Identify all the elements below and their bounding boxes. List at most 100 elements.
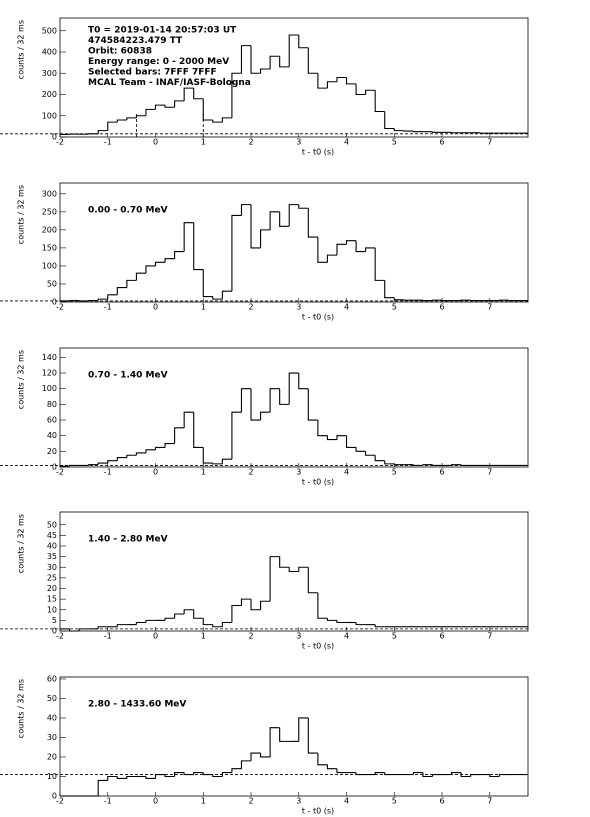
annotation: Orbit: 60838 bbox=[88, 47, 152, 57]
histogram-bin bbox=[298, 373, 309, 390]
x-tick-label: 1 bbox=[201, 468, 206, 477]
histogram-bin bbox=[145, 265, 156, 274]
y-tick-label: 15 bbox=[47, 595, 57, 604]
histogram-bin bbox=[260, 229, 271, 248]
x-tick-label: 6 bbox=[439, 138, 444, 147]
histogram-bin bbox=[489, 774, 500, 778]
histogram-bin bbox=[412, 131, 423, 133]
histogram-bin bbox=[336, 243, 347, 256]
histogram-bin bbox=[202, 772, 213, 776]
y-axis-label: counts / 32 ms bbox=[17, 679, 26, 738]
histogram-bin bbox=[231, 604, 242, 623]
histogram-bin bbox=[317, 73, 328, 89]
histogram-bin bbox=[221, 621, 232, 627]
plot-frame bbox=[59, 347, 529, 468]
y-tick-label: 20 bbox=[47, 752, 57, 761]
annotation: 1.40 - 2.80 MeV bbox=[88, 535, 168, 545]
histogram-bin bbox=[393, 128, 404, 132]
x-tick-label: 5 bbox=[392, 138, 397, 147]
x-axis-label: t - t0 (s) bbox=[302, 642, 334, 651]
y-tick-label: 300 bbox=[42, 189, 57, 198]
x-tick-label: 4 bbox=[344, 303, 349, 312]
annotation: 2.80 - 1433.60 MeV bbox=[88, 700, 186, 710]
histogram-bin bbox=[260, 753, 271, 758]
histogram-bin bbox=[345, 435, 357, 448]
annotation: T0 = 2019-01-14 20:57:03 UT bbox=[88, 26, 237, 36]
x-tick-label: 6 bbox=[439, 468, 444, 477]
histogram-bin bbox=[88, 464, 99, 466]
histogram-bin bbox=[393, 463, 404, 466]
y-tick-label: 140 bbox=[42, 353, 57, 362]
histogram-bin bbox=[326, 81, 337, 89]
y-tick-label: 150 bbox=[42, 243, 57, 252]
histogram-bin bbox=[193, 88, 204, 100]
histogram-bin bbox=[317, 237, 328, 263]
x-tick-label: 5 bbox=[392, 797, 397, 806]
y-tick-label: 10 bbox=[47, 772, 57, 781]
x-tick-label: 3 bbox=[296, 632, 301, 641]
y-tick-label: 10 bbox=[47, 605, 57, 614]
histogram-bin bbox=[240, 598, 252, 606]
histogram-bin bbox=[193, 412, 204, 448]
x-tick-label: -2 bbox=[56, 468, 64, 477]
histogram-bin bbox=[422, 464, 433, 466]
histogram-bin bbox=[279, 388, 290, 405]
histogram-bin bbox=[193, 609, 204, 619]
histogram-bin bbox=[221, 290, 232, 300]
annotation: 0.00 - 0.70 MeV bbox=[88, 206, 168, 216]
histogram-bin bbox=[69, 628, 80, 632]
histogram-bin bbox=[355, 240, 366, 253]
y-axis-label: counts / 32 ms bbox=[17, 350, 26, 409]
histogram-bin bbox=[183, 87, 194, 101]
x-tick-label: -1 bbox=[104, 303, 112, 312]
y-axis-label: counts / 32 ms bbox=[17, 185, 26, 244]
histogram-bin bbox=[202, 447, 213, 464]
x-tick-label: 3 bbox=[296, 797, 301, 806]
y-tick-label: 250 bbox=[42, 207, 57, 216]
histogram-bin bbox=[307, 567, 318, 594]
x-tick-label: -2 bbox=[56, 303, 64, 312]
y-tick-label: 500 bbox=[42, 26, 57, 35]
histogram-bin bbox=[174, 100, 185, 108]
histogram-bin bbox=[326, 764, 337, 770]
y-tick-label: 0 bbox=[52, 298, 57, 307]
histogram-bin bbox=[269, 727, 280, 757]
x-tick-label: -2 bbox=[56, 797, 64, 806]
histogram-bin bbox=[470, 773, 481, 777]
histogram-bin bbox=[164, 105, 175, 108]
histogram-bin bbox=[250, 204, 261, 249]
histogram-bin bbox=[279, 56, 290, 68]
histogram-bin bbox=[260, 600, 271, 610]
x-axis-label: t - t0 (s) bbox=[302, 478, 334, 487]
x-tick-label: -2 bbox=[56, 138, 64, 147]
histogram-bin bbox=[174, 250, 185, 259]
y-tick-label: 40 bbox=[47, 431, 57, 440]
y-tick-label: 50 bbox=[47, 520, 57, 529]
x-tick-label: 3 bbox=[296, 468, 301, 477]
x-tick-label: 7 bbox=[487, 303, 492, 312]
histogram-bin bbox=[116, 457, 127, 461]
y-tick-label: 400 bbox=[42, 48, 57, 57]
histogram-bin bbox=[345, 77, 357, 85]
y-tick-label: 5 bbox=[52, 616, 57, 625]
histogram-bin bbox=[240, 204, 252, 216]
histogram-bin bbox=[393, 297, 404, 301]
x-tick-label: 2 bbox=[248, 797, 253, 806]
histogram-bin bbox=[288, 34, 299, 67]
histogram-bin bbox=[212, 624, 223, 628]
y-axis-label: counts / 32 ms bbox=[17, 514, 26, 573]
histogram-bin bbox=[154, 104, 166, 110]
histogram-bin bbox=[451, 772, 462, 775]
y-tick-label: 30 bbox=[47, 733, 57, 742]
x-tick-label: 6 bbox=[439, 632, 444, 641]
x-tick-label: 6 bbox=[439, 303, 444, 312]
histogram-bin bbox=[212, 120, 223, 123]
y-tick-label: 0 bbox=[52, 792, 57, 801]
histogram-bin bbox=[183, 222, 194, 252]
y-tick-label: 100 bbox=[42, 261, 57, 270]
annotation: 0.70 - 1.40 MeV bbox=[88, 371, 168, 381]
histogram-bin bbox=[269, 388, 280, 413]
y-tick-label: 30 bbox=[47, 563, 57, 572]
x-tick-label: 3 bbox=[296, 138, 301, 147]
